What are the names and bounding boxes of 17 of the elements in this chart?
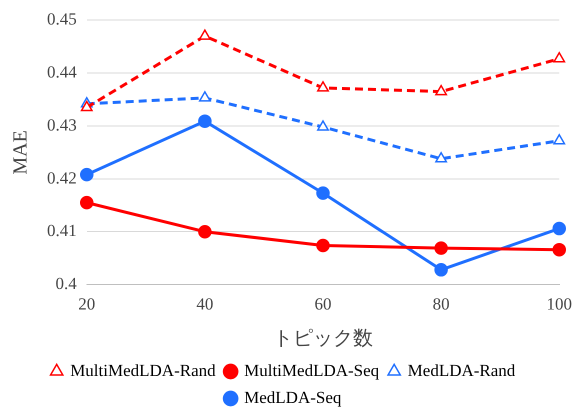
legend-label: MedLDA-Seq (244, 388, 342, 407)
y-tick-label: 0.43 (47, 115, 77, 134)
legend-label: MultiMedLDA-Seq (244, 360, 380, 380)
x-axis-title: トピック数 (273, 327, 373, 350)
y-tick-label: 0.4 (56, 274, 78, 294)
x-tick-label: 20 (78, 294, 96, 314)
x-tick-label: 60 (314, 294, 332, 314)
legend-label: MultiMedLDA-Rand (70, 360, 216, 380)
x-tick-label: 100 (546, 294, 572, 314)
y-tick-label: 0.45 (47, 10, 77, 29)
x-tick-label: 80 (432, 294, 450, 314)
y-tick-label: 0.44 (47, 62, 78, 82)
y-axis-title: MAE (9, 130, 32, 175)
x-tick-label: 40 (196, 294, 214, 314)
legend-label: MedLDA-Rand (408, 360, 516, 380)
y-tick-label: 0.41 (47, 221, 77, 240)
y-tick-label: 0.42 (47, 168, 77, 188)
